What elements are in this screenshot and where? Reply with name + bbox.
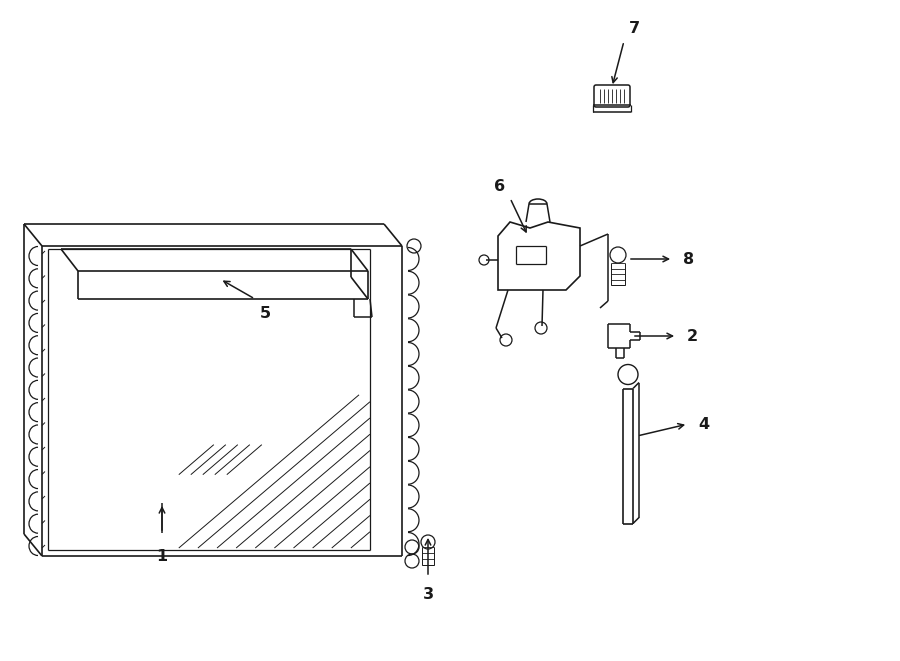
Text: 7: 7 <box>628 21 640 36</box>
Text: 8: 8 <box>683 251 694 266</box>
Text: 4: 4 <box>698 416 709 432</box>
Text: 6: 6 <box>494 179 506 194</box>
Text: 5: 5 <box>259 306 271 321</box>
Text: 3: 3 <box>422 587 434 602</box>
Text: 2: 2 <box>687 329 698 344</box>
Text: 1: 1 <box>157 549 167 564</box>
